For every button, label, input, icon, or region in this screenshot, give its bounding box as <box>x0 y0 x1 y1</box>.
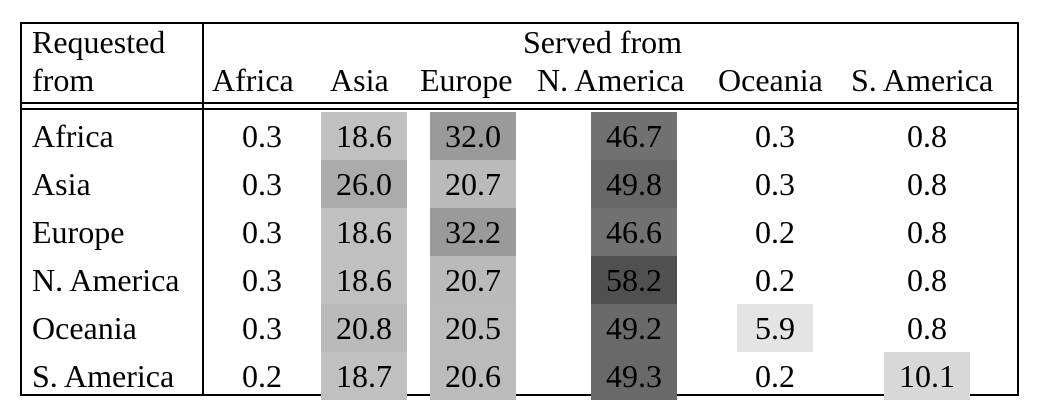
table-cell-value: 0.8 <box>907 262 947 298</box>
table-cell-value: 20.7 <box>445 262 501 298</box>
table-cell-value: 0.8 <box>907 166 947 202</box>
table-cell-value: 49.8 <box>606 166 662 202</box>
table-cell-value: 18.6 <box>336 118 392 154</box>
table-cell-value: 10.1 <box>899 358 955 394</box>
cell-shading <box>321 256 407 304</box>
table-cell-value: 0.3 <box>755 166 795 202</box>
table-cell-value: 46.6 <box>606 214 662 250</box>
table-cell-value: 32.0 <box>445 118 501 154</box>
cell-shading <box>321 160 407 208</box>
table-cell-value: 20.8 <box>336 310 392 346</box>
table-cell-value: 0.2 <box>755 214 795 250</box>
cell-shading <box>321 208 407 256</box>
table-cell-value: 20.6 <box>445 358 501 394</box>
table-cell-value: 0.2 <box>755 358 795 394</box>
row-header-divider <box>202 24 204 394</box>
cell-shading <box>591 160 677 208</box>
cell-shading <box>591 304 677 352</box>
column-header: N. America <box>537 62 685 98</box>
cell-shading <box>430 112 516 160</box>
cell-shading <box>430 304 516 352</box>
table-cell-value: 58.2 <box>606 262 662 298</box>
table-cell-value: 0.3 <box>242 118 282 154</box>
column-header: S. America <box>851 62 994 98</box>
cell-shading <box>591 208 677 256</box>
row-header-line-1: Requested <box>32 24 166 60</box>
row-label: Africa <box>32 118 114 154</box>
row-header-line-2: from <box>32 62 95 98</box>
table-cell-value: 46.7 <box>606 118 662 154</box>
column-header: Europe <box>420 62 513 98</box>
cell-shading <box>737 304 813 352</box>
header-divider <box>22 102 1017 104</box>
cell-shading <box>430 208 516 256</box>
table-cell-value: 0.3 <box>242 310 282 346</box>
table-cell-value: 0.3 <box>242 166 282 202</box>
cell-shading <box>591 352 677 400</box>
table-cell-value: 18.7 <box>336 358 392 394</box>
cell-shading <box>591 112 677 160</box>
table-cell-value: 0.3 <box>755 118 795 154</box>
table-cell-value: 20.7 <box>445 166 501 202</box>
table-cell-value: 18.6 <box>336 214 392 250</box>
table-cell-value: 26.0 <box>336 166 392 202</box>
table-cell-value: 5.9 <box>755 310 795 346</box>
cell-shading <box>884 352 970 400</box>
cell-shading <box>430 160 516 208</box>
data-table: Requested from Served from Africa Asia E… <box>20 22 1019 400</box>
table-cell-value: 0.2 <box>242 358 282 394</box>
column-header: Asia <box>330 62 389 98</box>
table-cell-value: 0.8 <box>907 118 947 154</box>
row-label: Asia <box>32 166 91 202</box>
header-divider <box>22 108 1017 110</box>
table-cell-value: 0.8 <box>907 214 947 250</box>
cell-shading <box>591 256 677 304</box>
column-header: Oceania <box>718 62 823 98</box>
table-cell-value: 0.2 <box>755 262 795 298</box>
table-cell-value: 32.2 <box>445 214 501 250</box>
row-label: S. America <box>32 358 175 394</box>
table-cell-value: 49.2 <box>606 310 662 346</box>
table-cell-value: 0.3 <box>242 262 282 298</box>
row-label: Oceania <box>32 310 137 346</box>
cell-shading <box>430 256 516 304</box>
cell-shading <box>321 112 407 160</box>
table-cell-value: 20.5 <box>445 310 501 346</box>
cell-shading <box>430 352 516 400</box>
cell-shading <box>321 304 407 352</box>
row-label: N. America <box>32 262 180 298</box>
column-header: Africa <box>212 62 294 98</box>
table-cell-value: 0.3 <box>242 214 282 250</box>
table-cell-value: 49.3 <box>606 358 662 394</box>
column-group-label: Served from <box>523 24 683 60</box>
table-cell-value: 0.8 <box>907 310 947 346</box>
table-cell-value: 18.6 <box>336 262 392 298</box>
cell-shading <box>321 352 407 400</box>
row-label: Europe <box>32 214 125 250</box>
